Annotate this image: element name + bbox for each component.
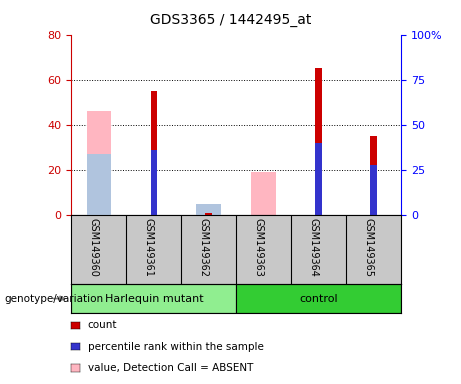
- Bar: [71, 284, 236, 313]
- Text: GSM149364: GSM149364: [309, 218, 319, 277]
- Bar: [87, 111, 111, 215]
- Text: GDS3365 / 1442495_at: GDS3365 / 1442495_at: [150, 13, 311, 27]
- Bar: [87, 154, 111, 215]
- Bar: [315, 68, 322, 215]
- Bar: [370, 136, 377, 215]
- Bar: [196, 204, 221, 215]
- Text: GSM149361: GSM149361: [144, 218, 154, 277]
- Bar: [315, 143, 322, 215]
- Text: value, Detection Call = ABSENT: value, Detection Call = ABSENT: [88, 362, 253, 373]
- Text: percentile rank within the sample: percentile rank within the sample: [88, 341, 264, 352]
- Bar: [151, 91, 157, 215]
- Text: GSM149360: GSM149360: [89, 218, 99, 277]
- Bar: [206, 213, 212, 215]
- Bar: [236, 284, 401, 313]
- Text: control: control: [299, 293, 338, 304]
- Bar: [151, 150, 157, 215]
- Text: GSM149365: GSM149365: [364, 218, 373, 278]
- Bar: [370, 166, 377, 215]
- Text: Harlequin mutant: Harlequin mutant: [105, 293, 203, 304]
- Text: count: count: [88, 320, 117, 331]
- Text: GSM149362: GSM149362: [199, 218, 209, 278]
- Text: genotype/variation: genotype/variation: [5, 293, 104, 304]
- Bar: [251, 172, 276, 215]
- Text: GSM149363: GSM149363: [254, 218, 264, 277]
